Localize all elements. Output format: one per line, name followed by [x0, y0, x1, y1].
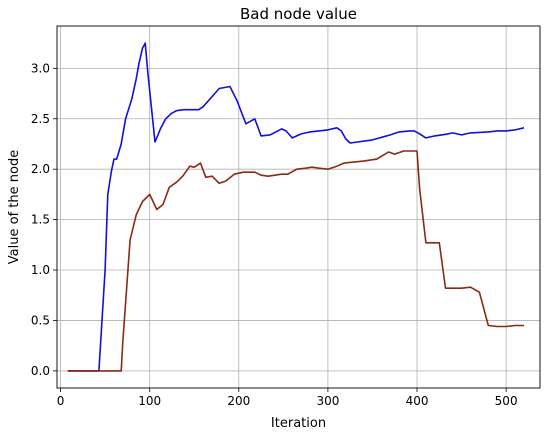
y-tick-label: 2.0 [31, 162, 50, 176]
series-line-2 [67, 150, 524, 372]
y-axis-title: Value of the node [7, 150, 22, 264]
series-lines [67, 42, 525, 372]
x-tick-label: 200 [227, 394, 250, 408]
x-tick-label: 400 [406, 394, 429, 408]
axis-ticks: 0 100 200 300 400 500 0.0 0.5 1.0 1.5 2.0 2.5 3.0 [31, 61, 518, 408]
y-tick-label: 0.5 [31, 313, 50, 327]
x-axis-title: Iteration [271, 416, 326, 431]
x-tick-label: 500 [495, 394, 518, 408]
plot-frame [56, 25, 541, 389]
y-tick-label: 0.0 [31, 364, 50, 378]
chart-title: Bad node value [240, 5, 357, 23]
series-line-1 [67, 42, 525, 372]
grid-lines [57, 26, 540, 388]
y-tick-label: 3.0 [31, 61, 50, 75]
y-tick-label: 2.5 [31, 112, 50, 126]
y-tick-label: 1.5 [31, 213, 50, 227]
y-tick-label: 1.0 [31, 263, 50, 277]
x-tick-label: 100 [138, 394, 161, 408]
x-tick-label: 0 [57, 394, 65, 408]
x-tick-label: 300 [316, 394, 339, 408]
